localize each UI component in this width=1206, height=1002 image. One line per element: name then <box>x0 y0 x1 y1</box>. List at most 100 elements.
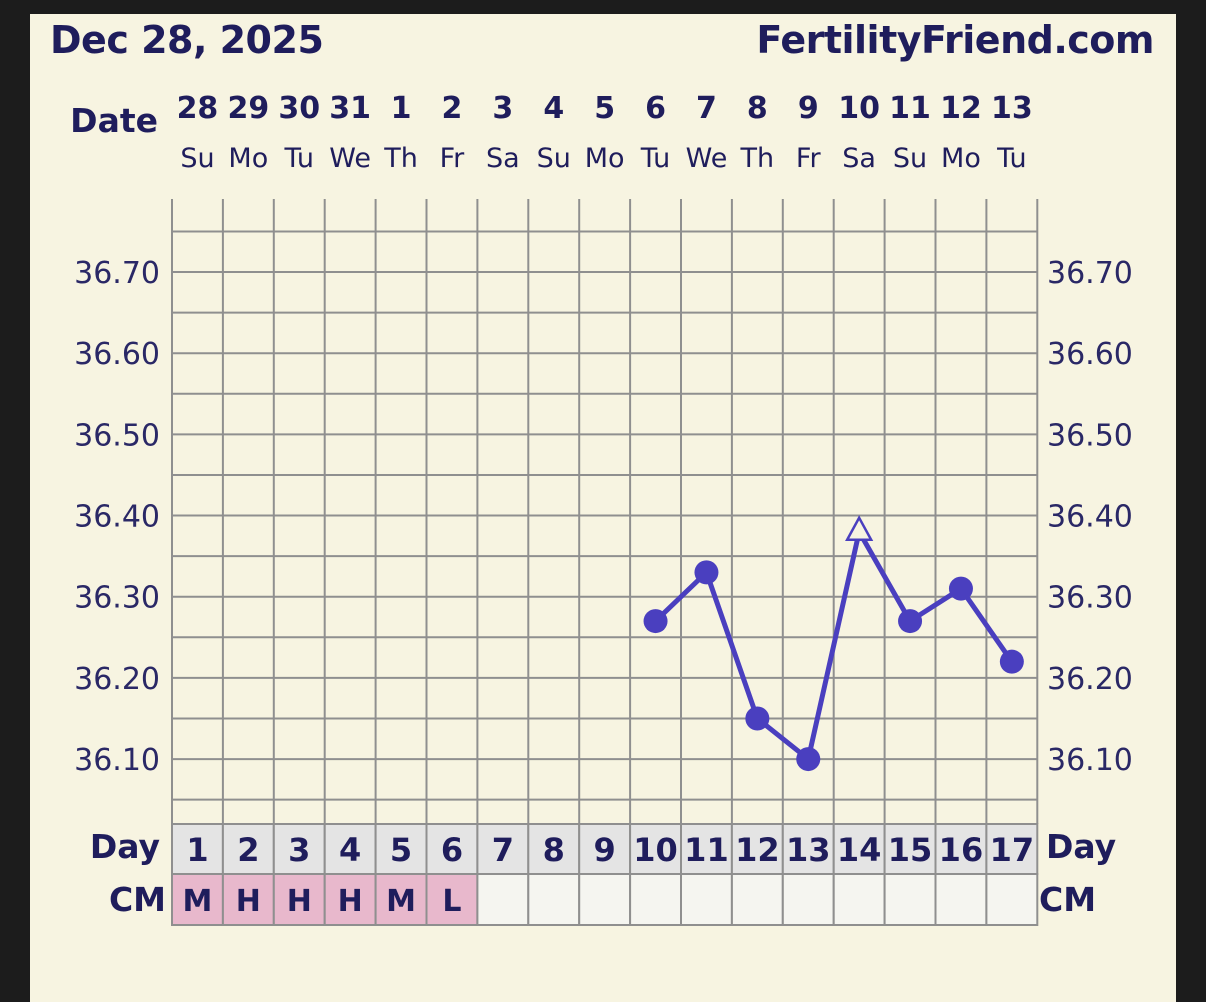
cm-value: H <box>287 884 312 919</box>
temperature-point <box>948 576 973 601</box>
y-tick-label-right: 36.60 <box>1047 337 1133 372</box>
cm-row-label-left: CM <box>109 880 166 919</box>
date-label: 12 <box>940 91 982 126</box>
cm-cell <box>527 873 581 926</box>
day-cell <box>730 823 784 875</box>
cm-cell <box>272 873 326 926</box>
weekday-label: Mo <box>228 143 268 174</box>
date-label: 10 <box>838 91 880 126</box>
cm-cell <box>985 873 1039 926</box>
cycle-day-number: 3 <box>288 831 310 869</box>
y-tick-label-right: 36.70 <box>1047 256 1133 291</box>
date-label: 30 <box>278 91 320 126</box>
date-label: 13 <box>991 91 1033 126</box>
cycle-day-number: 10 <box>633 831 678 869</box>
temperature-point <box>643 609 668 634</box>
temperature-point <box>898 609 923 634</box>
cm-cell <box>629 873 682 926</box>
day-cell <box>374 823 428 875</box>
date-label: 28 <box>177 91 219 126</box>
cycle-day-number: 5 <box>390 831 412 869</box>
weekday-label: Tu <box>640 143 671 174</box>
cycle-day-number: 12 <box>735 831 780 869</box>
weekday-label: We <box>686 143 728 174</box>
cycle-day-number: 13 <box>786 831 831 869</box>
cm-cell <box>781 873 835 926</box>
temperature-series <box>643 515 1024 772</box>
day-cell <box>272 823 326 875</box>
date-label: 11 <box>889 91 931 126</box>
cm-value: H <box>338 884 363 919</box>
cm-cell <box>680 873 733 926</box>
cm-value: L <box>442 884 461 919</box>
day-row-label-right: Day <box>1046 827 1116 866</box>
cm-cell <box>171 873 224 926</box>
day-cell <box>680 823 733 875</box>
y-axis-ticks: 36.10 36.10 36.20 36.20 36.30 36.30 36.40 36.40… <box>74 256 1133 778</box>
cycle-day-number: 2 <box>237 831 259 869</box>
y-tick-label-left: 36.50 <box>74 418 160 453</box>
cm-row-label-right: CM <box>1039 880 1096 919</box>
bbt-chart: Date Day Day CM CM 28 29 30 31 1 2 3 4 5 6 7 8 9 10 11… <box>70 91 1133 926</box>
weekday-label: Mo <box>585 143 625 174</box>
cm-cell <box>730 873 784 926</box>
y-tick-label-left: 36.30 <box>74 581 160 616</box>
y-tick-label-left: 36.40 <box>74 500 160 535</box>
weekday-label: Su <box>893 143 927 174</box>
weekday-label: Fr <box>440 143 466 174</box>
y-tick-label-right: 36.30 <box>1047 581 1133 616</box>
y-tick-label-right: 36.50 <box>1047 418 1133 453</box>
date-label: 3 <box>492 91 513 126</box>
day-cm-rows: 1 2 3 4 5 6 7 8 9 10 11 12 13 14 15 16 17M H H H M L <box>171 823 1039 926</box>
cycle-day-number: 15 <box>888 831 933 869</box>
chart-card: Dec 28, 2025 FertilityFriend.com Date Da… <box>30 14 1176 1002</box>
y-tick-label-right: 36.20 <box>1047 662 1133 697</box>
cm-cell <box>883 873 937 926</box>
cycle-day-number: 9 <box>594 831 616 869</box>
day-cell <box>527 823 581 875</box>
cycle-day-number: 11 <box>684 831 729 869</box>
cycle-day-number: 1 <box>186 831 208 869</box>
y-tick-label-left: 36.20 <box>74 662 160 697</box>
date-row-label: Date <box>70 101 158 140</box>
cycle-day-number: 16 <box>939 831 984 869</box>
cm-value: M <box>183 884 213 919</box>
cm-cell <box>221 873 275 926</box>
cycle-day-number: 8 <box>543 831 565 869</box>
cm-cell <box>578 873 632 926</box>
day-cell <box>476 823 530 875</box>
day-cell <box>781 823 835 875</box>
cycle-day-number: 7 <box>492 831 514 869</box>
cm-cell <box>832 873 886 926</box>
cycle-day-number: 4 <box>339 831 361 869</box>
y-tick-label-left: 36.60 <box>74 337 160 372</box>
weekday-label: Th <box>383 143 418 174</box>
date-label: 4 <box>543 91 564 126</box>
temperature-point <box>745 706 770 731</box>
temperature-point-open-triangle <box>845 515 874 542</box>
date-label: 8 <box>747 91 768 126</box>
weekday-label: Sa <box>486 143 520 174</box>
cm-cell <box>476 873 530 926</box>
cm-value: M <box>386 884 416 919</box>
date-label: 9 <box>798 91 819 126</box>
site-name: FertilityFriend.com <box>756 18 1154 62</box>
day-cell <box>832 823 886 875</box>
cycle-day-number: 6 <box>441 831 463 869</box>
date-label: 5 <box>594 91 615 126</box>
date-label: 2 <box>442 91 463 126</box>
weekday-label: Tu <box>996 143 1027 174</box>
temperature-point <box>694 560 719 585</box>
weekday-label: Mo <box>941 143 981 174</box>
day-cell <box>171 823 224 875</box>
cm-cell <box>934 873 988 926</box>
y-tick-label-right: 36.40 <box>1047 500 1133 535</box>
weekday-label: Sa <box>842 143 876 174</box>
date-label: 6 <box>645 91 666 126</box>
day-row-label-left: Day <box>90 827 160 866</box>
cm-cell <box>374 873 428 926</box>
chart-date-title: Dec 28, 2025 <box>50 18 324 62</box>
weekday-label: Fr <box>796 143 822 174</box>
weekday-label: Su <box>537 143 571 174</box>
